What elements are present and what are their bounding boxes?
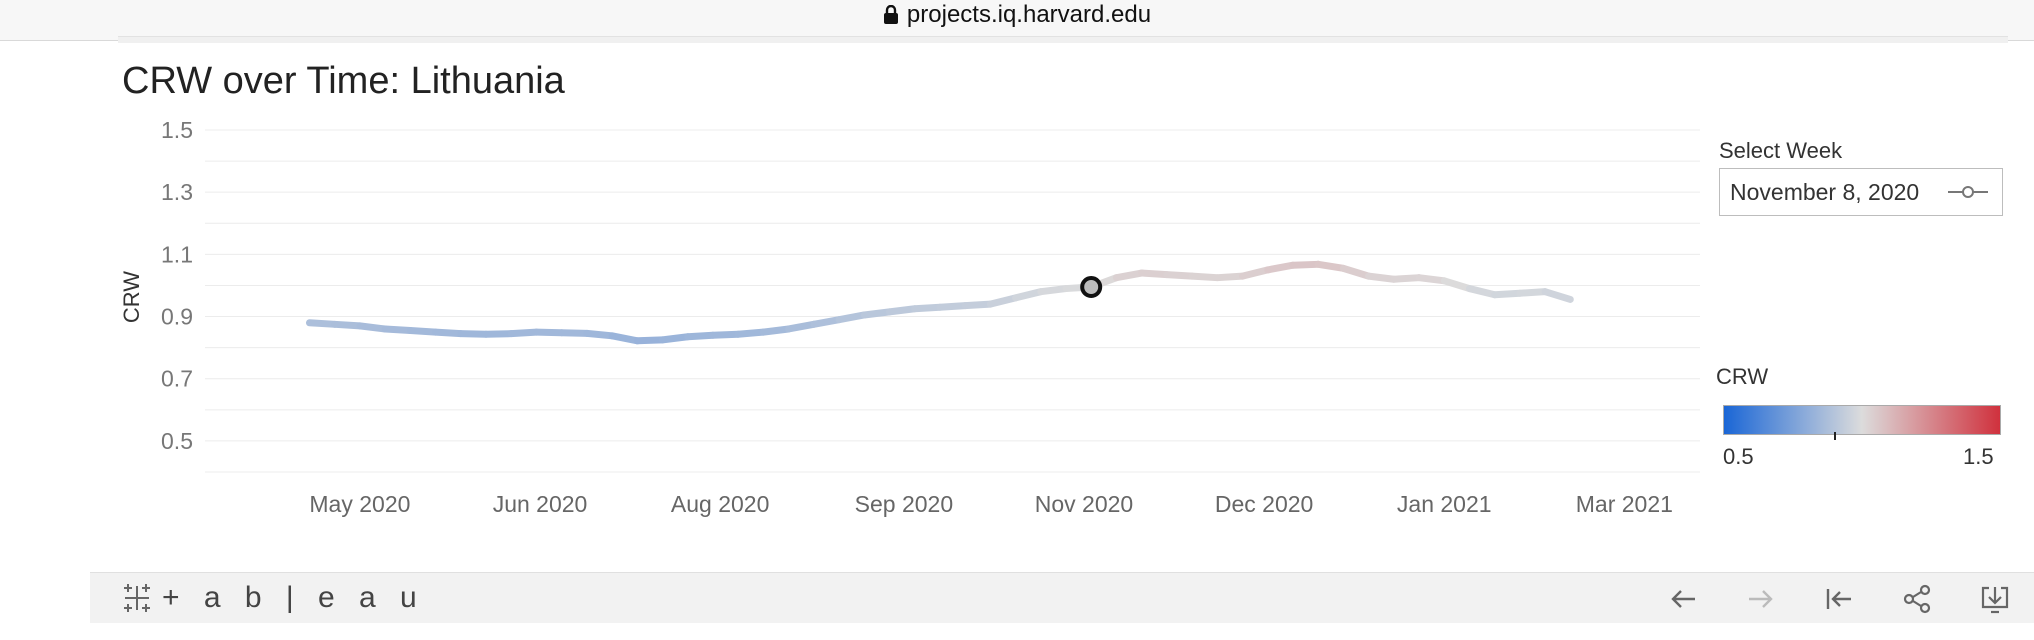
slider-icon[interactable] [1948, 186, 1988, 198]
series-line-segment[interactable] [986, 294, 1020, 308]
series-line-segment[interactable] [608, 332, 641, 345]
series-line-segment[interactable] [583, 329, 616, 340]
redo-icon [1749, 590, 1773, 608]
series-line-segment[interactable] [885, 305, 919, 316]
legend-current-marker [1834, 432, 1837, 440]
redo-button[interactable] [1743, 581, 1779, 617]
lock-icon [883, 5, 898, 24]
share-button[interactable] [1899, 581, 1935, 617]
series-line-segment[interactable] [961, 300, 994, 310]
x-tick-label: Jun 2020 [493, 491, 588, 517]
y-tick-label: 0.9 [161, 304, 193, 330]
series-line-segment[interactable] [659, 333, 692, 344]
revert-icon [1826, 589, 1851, 609]
series-line-segment[interactable] [507, 328, 540, 338]
series-line-segment[interactable] [759, 325, 793, 336]
undo-button[interactable] [1665, 581, 1701, 617]
series-line-segment[interactable] [1339, 264, 1373, 280]
legend-min-label: 0.5 [1723, 444, 1754, 469]
tableau-logo-icon [124, 584, 150, 612]
y-tick-label: 1.5 [161, 117, 193, 143]
series-line-segment[interactable] [734, 328, 767, 338]
series-line-segment[interactable] [936, 302, 969, 311]
series-line-segment[interactable] [1415, 274, 1448, 285]
series-line-segment[interactable] [1163, 271, 1196, 280]
x-tick-label: Jan 2021 [1397, 491, 1492, 517]
series-line-segment[interactable] [1440, 277, 1473, 293]
series-line-segment[interactable] [331, 320, 364, 330]
x-tick-label: May 2020 [309, 491, 410, 517]
y-tick-label: 1.3 [161, 179, 193, 205]
series-line-segment[interactable] [835, 311, 868, 324]
series-line-segment[interactable] [1138, 269, 1171, 279]
legend-title: CRW [1716, 364, 1769, 389]
series-line-segment[interactable] [1037, 285, 1070, 296]
line-chart: 1.5 1.3 1.1 0.9 0.7 0.5 May 2020 Jun 2020 Aug 20… [161, 117, 1700, 517]
series-line-segment[interactable] [1465, 285, 1499, 299]
url-text[interactable]: projects.iq.harvard.edu [906, 1, 1152, 28]
select-week-dropdown[interactable]: November 8, 2020 [1719, 168, 2003, 216]
series-line-segment[interactable] [810, 316, 843, 328]
series-line-segment[interactable] [1289, 260, 1322, 269]
series-line-segment[interactable] [1491, 289, 1524, 299]
y-tick-label: 1.1 [161, 241, 193, 267]
tab-strip [118, 36, 2008, 43]
series-line-segment[interactable] [305, 319, 339, 328]
browser-address-bar: projects.iq.harvard.edu [0, 0, 2034, 43]
series-line-segment[interactable] [356, 322, 389, 333]
share-icon [1903, 584, 1931, 614]
series-line-segment[interactable] [1188, 272, 1221, 282]
series-line-segment[interactable] [381, 325, 414, 335]
download-button[interactable] [1977, 581, 2013, 617]
series-line-segment[interactable] [684, 331, 717, 341]
series-line-segment[interactable] [1264, 261, 1297, 274]
x-tick-label: Dec 2020 [1215, 491, 1313, 517]
legend-max-label: 1.5 [1963, 444, 1994, 469]
series-line-segment[interactable] [1314, 260, 1347, 272]
series-line-segment[interactable] [457, 330, 490, 338]
series-line-segment[interactable] [1516, 288, 1549, 297]
series-line-segment[interactable] [1112, 269, 1146, 282]
y-tick-label: 0.7 [161, 366, 193, 392]
x-tick-label: Nov 2020 [1035, 491, 1133, 517]
series-line-segment[interactable] [1012, 288, 1045, 302]
tableau-brand[interactable]: + a b | e a u [120, 581, 425, 615]
x-tick-label: Sep 2020 [855, 491, 953, 517]
undo-icon [1671, 590, 1695, 608]
series-line-segment[interactable] [1541, 288, 1574, 303]
series-line-segment[interactable] [406, 327, 440, 336]
series-line-segment[interactable] [785, 320, 818, 333]
series-line-segment[interactable] [1365, 272, 1398, 283]
series-line-segment[interactable] [558, 329, 591, 337]
series-line-segment[interactable] [911, 303, 944, 313]
series-line-segment[interactable] [709, 330, 742, 339]
selected-week-point[interactable] [1080, 276, 1103, 299]
series-line-segment[interactable] [860, 308, 893, 319]
series-line-segment[interactable] [532, 328, 566, 337]
color-legend-gradient [1723, 405, 2001, 440]
tableau-toolbar: + a b | e a u [90, 572, 2034, 623]
x-tick-label: Aug 2020 [671, 491, 769, 517]
series-line-segment[interactable] [1213, 272, 1246, 282]
chart-title: CRW over Time: Lithuania [122, 60, 565, 102]
series-line-segment[interactable] [1390, 274, 1423, 283]
tableau-wordmark: + a b | e a u [162, 581, 425, 614]
revert-button[interactable] [1821, 581, 1857, 617]
x-tick-label: Mar 2021 [1576, 491, 1673, 517]
select-week-value: November 8, 2020 [1730, 178, 1920, 205]
series-line-segment[interactable] [1238, 266, 1272, 280]
filter-label: Select Week [1719, 138, 1843, 163]
series-line-segment[interactable] [633, 336, 667, 345]
series-line-segment[interactable] [482, 330, 515, 338]
download-icon [1981, 586, 2009, 614]
series-line-segment[interactable] [432, 328, 465, 338]
y-tick-label: 0.5 [161, 428, 193, 454]
